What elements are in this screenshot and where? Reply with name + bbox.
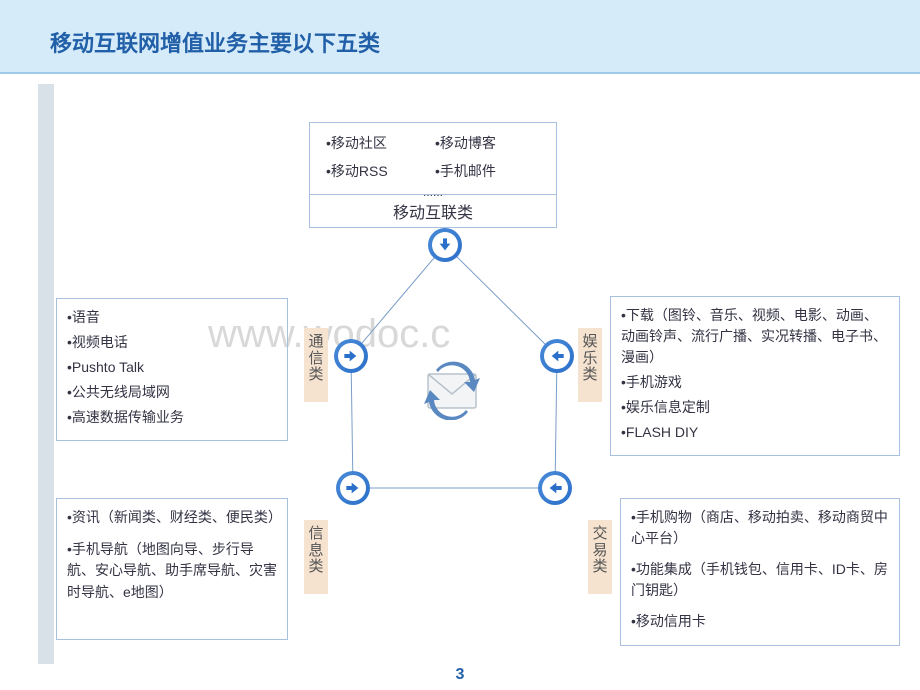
list-item: •Pushto Talk [67,357,277,378]
entertainment-box: •下载（图铃、音乐、视频、电影、动画、动画铃声、流行广播、实况转播、电子书、漫画… [610,296,900,456]
top-category-label: 移动互联类 [309,194,557,228]
list-item: •视频电话 [67,332,277,353]
list-item: •高速数据传输业务 [67,407,277,428]
list-item: •公共无线局域网 [67,382,277,403]
arrow-right-icon [334,339,368,373]
list-item: •移动RSS [324,157,433,185]
list-item: •移动博客 [433,129,542,157]
list-item: •手机邮件 [433,157,542,185]
arrow-down-icon [428,228,462,262]
list-item: •资讯（新闻类、财经类、便民类） [67,507,277,529]
list-item: •语音 [67,307,277,328]
list-item: •手机游戏 [621,372,889,393]
list-item: •移动社区 [324,129,433,157]
list-item: •功能集成（手机钱包、信用卡、ID卡、房门钥匙） [631,559,889,601]
list-item: •FLASH DIY [621,422,889,443]
top-category-box: •移动社区•移动博客•移动RSS•手机邮件...... [309,122,557,194]
arrow-left-icon-2 [538,471,572,505]
communication-label: 通信类 [304,328,328,402]
list-item: •娱乐信息定制 [621,397,889,418]
arrow-left-icon [540,339,574,373]
entertainment-label: 娱乐类 [578,328,602,402]
list-item: •手机导航（地图向导、步行导航、安心导航、助手席导航、灾害时导航、e地图） [67,539,277,604]
list-item: •手机购物（商店、移动拍卖、移动商贸中心平台） [631,507,889,549]
information-label: 信息类 [304,520,328,594]
transaction-box: •手机购物（商店、移动拍卖、移动商贸中心平台） •功能集成（手机钱包、信用卡、ID… [620,498,900,646]
list-item: •移动信用卡 [631,611,889,632]
page-number: 3 [0,666,920,684]
arrow-right-icon-2 [336,471,370,505]
information-box: •资讯（新闻类、财经类、便民类） •手机导航（地图向导、步行导航、安心导航、助手席… [56,498,288,640]
transaction-label: 交易类 [588,520,612,594]
list-item: •下载（图铃、音乐、视频、电影、动画、动画铃声、流行广播、实况转播、电子书、漫画… [621,305,889,368]
sync-envelope-icon [420,360,484,420]
communication-box: •语音 •视频电话 •Pushto Talk •公共无线局域网 •高速数据传输业务 [56,298,288,441]
